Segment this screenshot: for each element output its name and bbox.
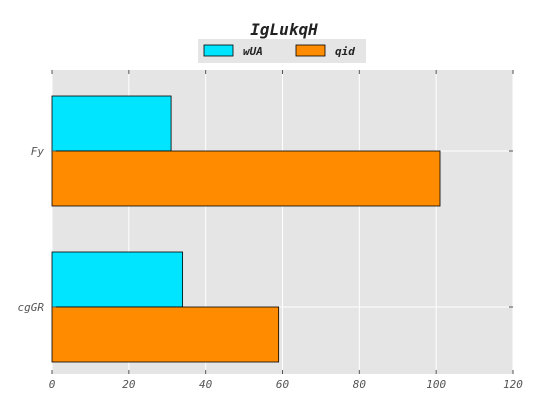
x-tick-label: 0 [49, 378, 56, 391]
x-tick-label: 100 [426, 378, 446, 391]
legend-label-qid: qid [335, 45, 355, 58]
legend: wUA qid [198, 39, 366, 63]
bar-qid-cggr [51, 306, 280, 363]
y-tick-label-fy: Fy [31, 145, 45, 158]
legend-swatch-qid [295, 44, 326, 57]
bars [51, 95, 441, 363]
x-tick-label: 40 [199, 378, 213, 391]
bar-wua-fy [51, 95, 172, 152]
x-axis-ticks: 0 20 40 60 80 100 120 [49, 70, 523, 391]
x-tick-label: 60 [276, 378, 290, 391]
chart-title: IgLukqH [250, 20, 318, 39]
x-tick-label: 120 [503, 378, 523, 391]
legend-swatch-wua [203, 44, 234, 57]
legend-label-wua: wUA [243, 45, 263, 58]
y-axis-ticks: cgGR Fy [18, 145, 513, 314]
y-tick-label-cggr: cgGR [18, 301, 45, 314]
x-tick-label: 80 [353, 378, 367, 391]
bar-qid-fy [51, 150, 441, 207]
bar-wua-cggr [51, 251, 184, 308]
x-tick-label: 20 [122, 378, 136, 391]
